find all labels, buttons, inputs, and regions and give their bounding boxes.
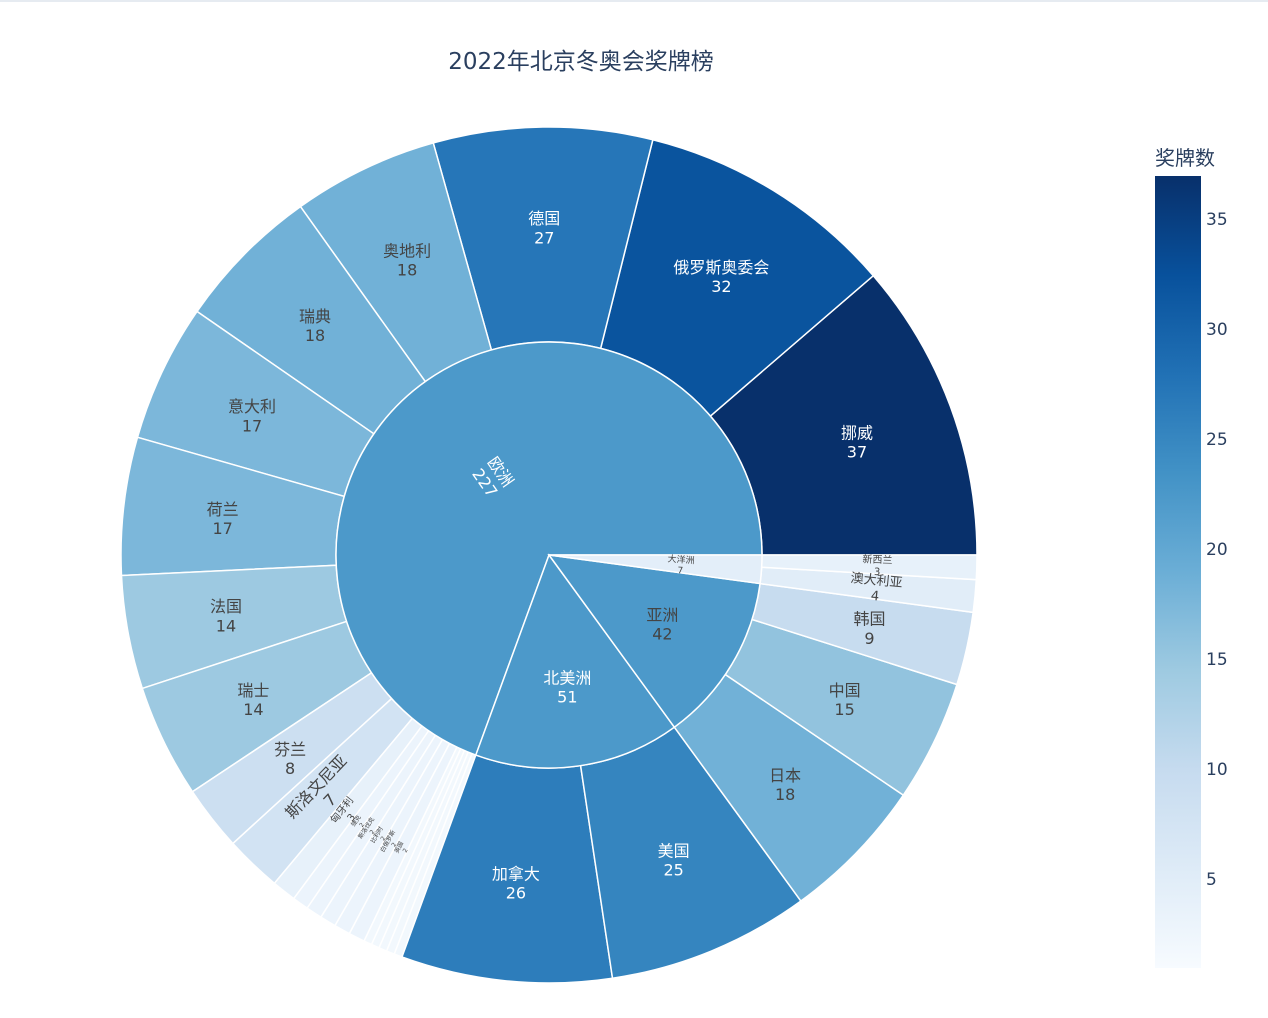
colorbar-title: 奖牌数 [1155,146,1215,170]
slice-name: 加拿大 [492,864,540,883]
slice-value: 3 [874,567,881,578]
slice-name: 瑞士 [237,681,269,700]
outer-ring [120,126,978,984]
chart-title: 2022年北京冬奥会奖牌榜 [448,49,714,75]
slice-value: 2 [390,841,398,848]
slice-value: 9 [864,629,874,648]
slice-value: 15 [834,700,854,719]
slice-value: 25 [663,861,683,880]
slice-value: 37 [847,442,867,461]
colorbar-tick: 5 [1206,870,1217,890]
slice-name: 美国 [658,842,690,861]
slice-value: 2 [402,847,410,854]
slice-value: 18 [775,785,795,804]
colorbar-tick: 30 [1206,320,1228,340]
slice-name: 韩国 [854,610,886,629]
colorbar-tick: 10 [1206,760,1228,780]
slice-value: 26 [506,884,526,903]
slice-name: 俄罗斯奥委会 [673,258,769,277]
sunburst-chart[interactable]: 挪威37俄罗斯奥委会32德国27奥地利18瑞典18意大利17荷兰17法国14瑞士… [0,0,1140,1018]
top-border [0,0,1268,2]
slice-value: 17 [242,416,262,435]
slice-value: 14 [216,616,236,635]
slice-value: 18 [397,261,417,280]
slice-name: 北美洲 [543,668,591,687]
continent-slice[interactable] [474,553,676,769]
slice-name: 德国 [528,209,560,228]
slice-value: 4 [870,589,880,605]
slice-value: 42 [652,624,672,643]
continent-slice[interactable] [335,341,763,757]
slice-name: 荷兰 [207,500,239,519]
slice-name: 挪威 [841,423,873,442]
slice-name: 奥地利 [383,241,431,260]
slice-name: 亚洲 [646,605,678,624]
slice-name: 澳大利亚 [850,570,903,591]
slice-value: 18 [305,326,325,345]
slice-value: 51 [557,688,577,707]
colorbar-tick: 25 [1206,430,1228,450]
colorbar-tick: 20 [1206,540,1228,560]
labels: 挪威37俄罗斯奥委会32德国27奥地利18瑞典18意大利17荷兰17法国14瑞士… [207,209,904,902]
slice-name: 法国 [210,597,242,616]
slice-value: 2 [379,835,387,842]
slice-name: 新西兰 [862,553,892,567]
slice-value: 14 [243,700,263,719]
colorbar-tick: 15 [1206,650,1228,670]
continent-slice[interactable] [547,554,761,729]
colorbar-tick: 35 [1206,210,1228,230]
slice-name: 芬兰 [274,740,306,759]
slice-name: 日本 [769,766,801,785]
slice-value: 2 [358,821,366,828]
slice-value: 3 [346,812,359,824]
slice-value: 27 [534,228,554,247]
slice-value: 32 [711,277,731,296]
slice-label: 芬兰8 [274,740,306,778]
slice-label: 韩国9 [854,610,886,648]
slice-name: 中国 [829,681,861,700]
slice-value: 17 [213,519,233,538]
slice-value: 8 [285,759,295,778]
slice-name: 大洋洲 [667,553,695,567]
slice-value: 7 [677,566,683,576]
inner-ring [335,341,763,769]
slice-name: 瑞典 [299,307,331,326]
slice-value: 2 [369,829,377,836]
colorbar [1155,176,1201,968]
slice-name: 意大利 [228,397,276,416]
continent-slice[interactable] [548,554,763,585]
